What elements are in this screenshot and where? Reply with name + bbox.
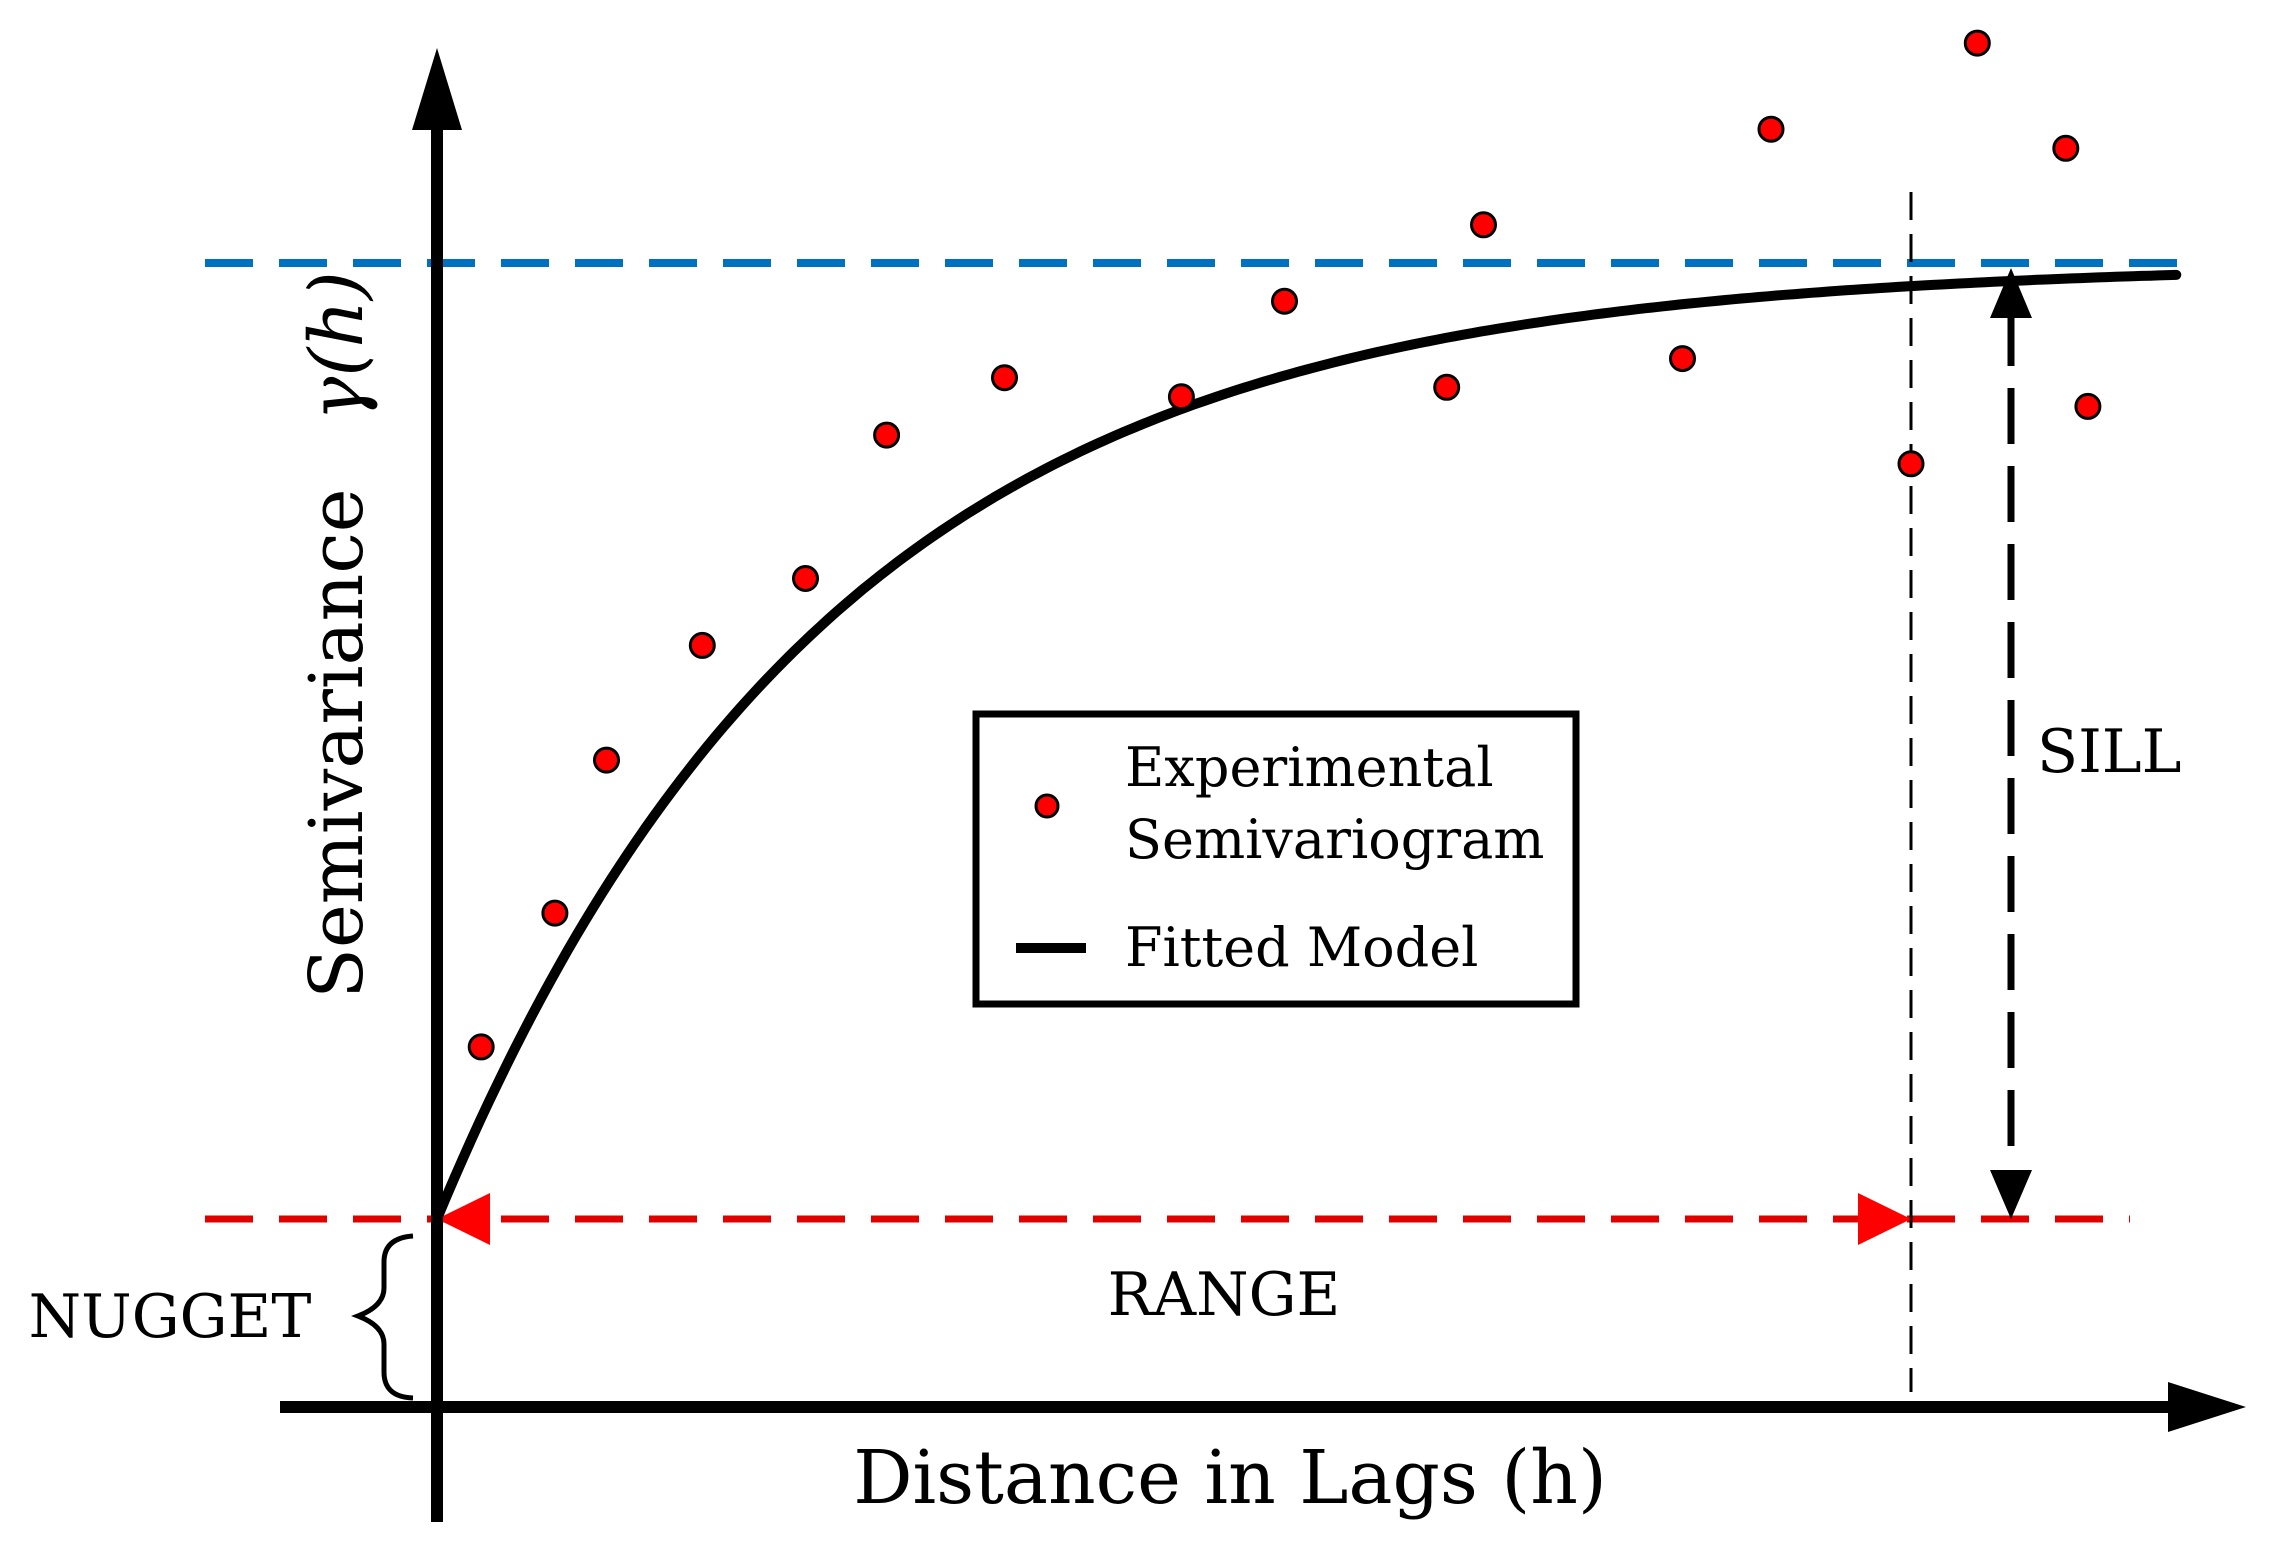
experimental-points [467, 29, 2102, 1061]
experimental-point-6 [873, 421, 901, 449]
experimental-point-2 [541, 899, 569, 927]
legend-point-symbol [1034, 793, 1060, 819]
experimental-point-9 [1271, 287, 1298, 315]
range-arrow-right-head [1858, 1193, 1911, 1245]
experimental-point-1 [467, 1033, 495, 1061]
experimental-point-4 [688, 631, 716, 659]
experimental-point-10 [1433, 373, 1461, 401]
y-axis-arrowhead [412, 48, 462, 130]
experimental-point-17 [2074, 392, 2102, 420]
y-axis-label: Semivariance γ(h) [294, 271, 380, 998]
sill-arrow-bottom-head [1990, 1170, 2032, 1219]
sill-arrow [1990, 268, 2032, 1219]
range-label: RANGE [1108, 1260, 1341, 1330]
nugget-brace [351, 1233, 414, 1401]
experimental-point-8 [1167, 383, 1195, 411]
range-arrow [437, 1193, 1911, 1245]
legend-fitted-label: Fitted Model [1125, 916, 1478, 979]
legend-box [972, 710, 1580, 1008]
sill-label: SILL [2037, 717, 2182, 787]
experimental-point-11 [1470, 211, 1497, 239]
legend-experimental-line2: Semivariogram [1125, 808, 1545, 871]
legend: Experimental Semivariogram Fitted Model [972, 710, 1580, 1008]
experimental-point-13 [1757, 115, 1785, 143]
experimental-point-14 [1897, 450, 1925, 478]
fitted-model-curve [432, 269, 2182, 1224]
experimental-point-7 [991, 364, 1018, 392]
legend-experimental-line1: Experimental [1125, 736, 1494, 799]
experimental-point-15 [1963, 29, 1991, 57]
sill-arrow-top-head [1990, 268, 2032, 318]
y-axis-label-group: Semivariance γ(h) [294, 271, 380, 998]
y-axis [412, 48, 462, 1522]
experimental-point-5 [792, 565, 819, 592]
x-axis-label: Distance in Lags (h) [853, 1435, 1607, 1521]
experimental-point-12 [1669, 345, 1696, 373]
y-axis-label-symbol: γ(h) [294, 271, 380, 421]
x-axis-arrowhead [2168, 1382, 2246, 1432]
y-axis-label-text: Semivariance [294, 488, 380, 998]
range-arrow-left-head [437, 1193, 490, 1245]
nugget-label: NUGGET [29, 1282, 312, 1352]
x-axis [280, 1382, 2246, 1432]
experimental-point-16 [2052, 134, 2080, 162]
experimental-point-3 [593, 746, 620, 774]
